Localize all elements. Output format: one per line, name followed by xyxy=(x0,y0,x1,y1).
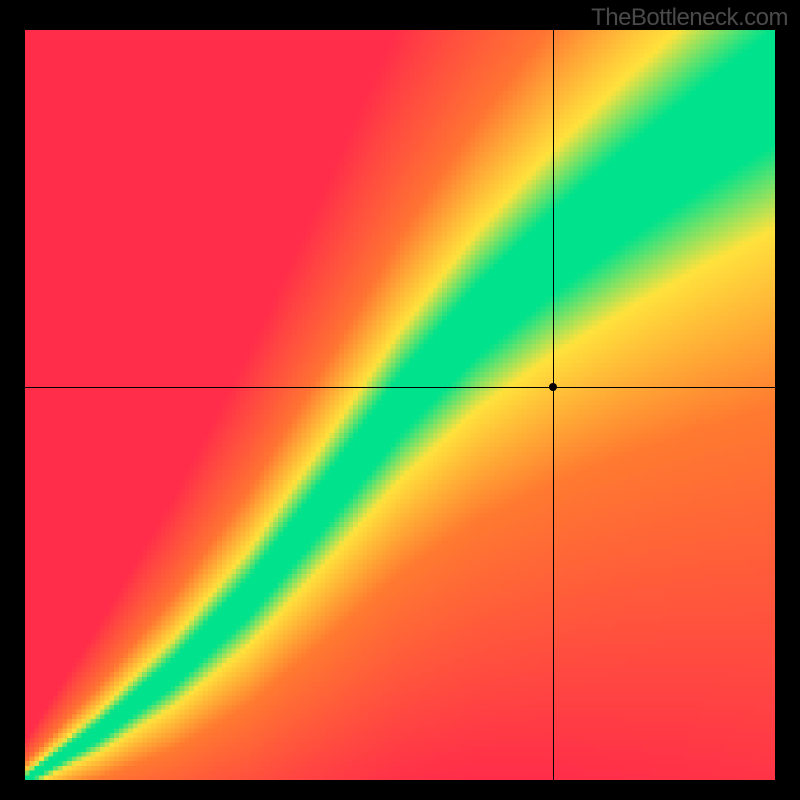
crosshair-vertical xyxy=(553,30,554,780)
watermark-text: TheBottleneck.com xyxy=(591,4,788,32)
crosshair-horizontal xyxy=(25,387,775,388)
crosshair-point xyxy=(549,383,557,391)
heatmap-canvas xyxy=(25,30,775,780)
plot-area xyxy=(25,30,775,780)
chart-container: TheBottleneck.com xyxy=(0,0,800,800)
